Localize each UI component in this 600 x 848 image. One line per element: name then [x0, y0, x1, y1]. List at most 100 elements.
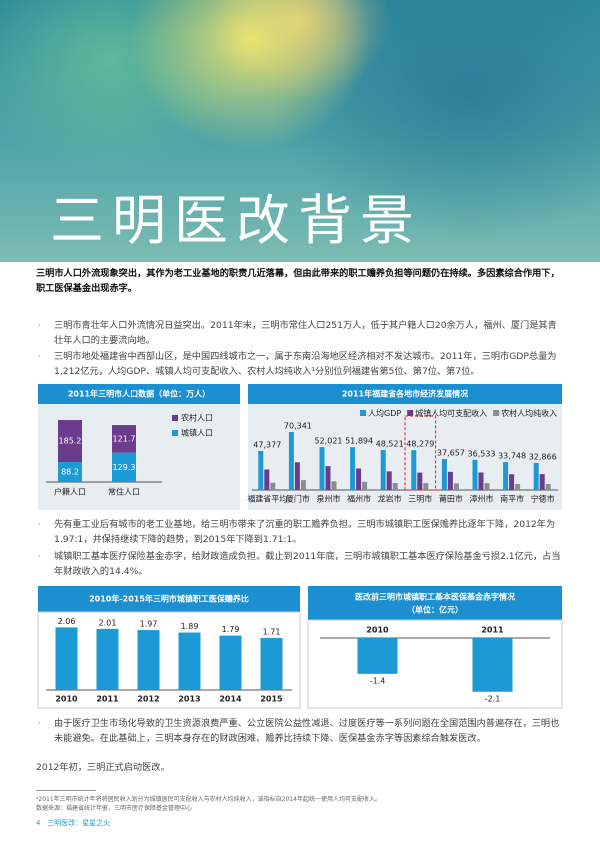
bar [350, 447, 356, 490]
bullet: 先有重工业后有城市的老工业基地，给三明市带来了沉重的职工赡养负担。三明市城镇职工… [38, 517, 564, 547]
bullet: 三明市青壮年人口外流情况日益突出。2011年末，三明市常住人口251万人，低于其… [38, 318, 564, 348]
data-label: 48,521 [376, 439, 404, 448]
closing: 2012年初，三明正式启动医改。 [36, 762, 170, 773]
data-label: 52,021 [315, 437, 343, 446]
bar [96, 628, 119, 690]
bar [270, 482, 276, 490]
bar-segment [58, 420, 82, 463]
bar [509, 474, 515, 490]
x-tick-label: 三明市 [408, 494, 432, 504]
legend-swatch [493, 410, 500, 416]
bar [484, 483, 490, 490]
legend-label: 农村人口 [181, 413, 213, 423]
data-label: 2.01 [99, 618, 117, 627]
data-label: 1.79 [222, 625, 240, 634]
x-tick-label: 2010 [55, 695, 78, 704]
x-tick-label: 宁德市 [531, 494, 555, 504]
bar [219, 635, 242, 690]
chart-banner [38, 586, 300, 612]
bar [380, 449, 386, 490]
x-tick-label: 户籍人口 [54, 487, 86, 497]
legend-label: 农村人均纯收入 [501, 408, 557, 418]
bar [260, 638, 283, 690]
bar [515, 483, 521, 490]
chart: 医改前三明市城镇职工基本医保基金赤字情况 （单位：亿元） -1.4 2010 -2.1 2… [307, 586, 563, 709]
footer-title: 三明医改：星星之火 [47, 819, 111, 827]
bar [447, 471, 453, 490]
bar [545, 483, 551, 490]
highlight-box [404, 415, 437, 491]
data-label: 1.97 [140, 620, 158, 629]
x-tick-label: 常住人口 [108, 487, 140, 497]
data-label: 48,279 [406, 440, 434, 449]
chart-title: 2010年-2015年三明市城镇职工医保赡养比 [89, 594, 249, 604]
bar [331, 481, 337, 490]
data-label: 32,866 [529, 452, 557, 461]
x-tick-label: 泉州市 [317, 494, 341, 504]
bullet: 三明市地处福建省中西部山区，是中国四线城市之一，属于东南沿海地区经济相对不发达城… [38, 349, 564, 379]
data-label: 1.89 [181, 622, 199, 631]
bar [417, 472, 423, 490]
bar [392, 482, 398, 490]
bar [533, 462, 539, 490]
footnote: 数据来源：福建省统计年鉴、三明市医疗保障基金管理中心 [36, 805, 193, 812]
chart-banner [38, 384, 240, 404]
x-tick-label: 漳州市 [470, 494, 494, 504]
bullet: 城镇职工基本医疗保险基金赤字，给财政造成负担。截止到2011年底，三明市城镇职工… [38, 549, 564, 579]
x-tick-label: 南平市 [500, 494, 524, 504]
plot-bg [248, 404, 562, 510]
x-tick-label: 2011 [481, 626, 504, 635]
bar [300, 480, 306, 490]
bar-segment [112, 425, 136, 453]
footnote-rule [36, 790, 96, 791]
bar [453, 483, 459, 490]
data-label: 37,657 [437, 448, 465, 457]
bar [294, 462, 300, 490]
x-tick-label: 莆田市 [439, 494, 463, 504]
bar [478, 472, 484, 490]
x-tick-label: 2013 [178, 695, 200, 704]
page-number: 4 [36, 819, 41, 827]
bar [411, 450, 417, 490]
data-label: 2.06 [58, 617, 76, 626]
bar [441, 458, 447, 490]
bullet: 由于医疗卫生市场化导致的卫生资源浪费严重、公立医院公益性减退、过度医疗等一系列问… [38, 716, 564, 746]
x-tick-label: 2011 [96, 695, 119, 704]
x-tick-label: 2014 [219, 695, 242, 704]
chart-title: 2011年三明市人口数据（单位：万人） [68, 389, 210, 399]
bar [423, 483, 429, 490]
bar [472, 459, 478, 490]
chart-subtitle: （单位：亿元） [407, 605, 463, 615]
x-tick-label: 厦门市 [286, 494, 310, 504]
legend-swatch [407, 410, 414, 416]
data-label: 51,894 [345, 437, 373, 446]
legend-swatch [172, 415, 178, 421]
data-label: 88.2 [61, 468, 79, 477]
data-label: 185.2 [59, 437, 82, 446]
data-label: 33,748 [498, 452, 526, 461]
data-label: -2.1 [485, 694, 501, 703]
legend-swatch [360, 410, 366, 416]
x-tick-label: 2015 [260, 695, 283, 704]
bar-segment [58, 462, 82, 482]
bar [357, 638, 398, 674]
plot-bg [37, 611, 301, 709]
bar [264, 469, 270, 490]
hero-banner: 三明医改背景 [0, 0, 600, 262]
bar [137, 630, 160, 690]
data-label: 70,341 [284, 421, 312, 430]
plot-bg [307, 619, 563, 709]
bar [356, 468, 362, 490]
intro: 三明市人口外流现象突出，其作为老工业基地的职责几近落幕，但由此带来的职工赡养负担… [36, 268, 560, 294]
bar [178, 632, 201, 690]
page-title: 三明医改背景 [50, 189, 422, 252]
data-label: -1.4 [370, 676, 386, 685]
footnote: ¹2011年三明市统计年将将居民收入划分为城镇居民可支配收入与农村人均纯收入，该… [36, 796, 381, 803]
legend-swatch [172, 430, 178, 436]
chart-banner [248, 384, 562, 404]
chart-banner [308, 586, 562, 620]
bar [288, 431, 294, 490]
legend-label: 城镇人均可支配收入 [415, 408, 487, 418]
